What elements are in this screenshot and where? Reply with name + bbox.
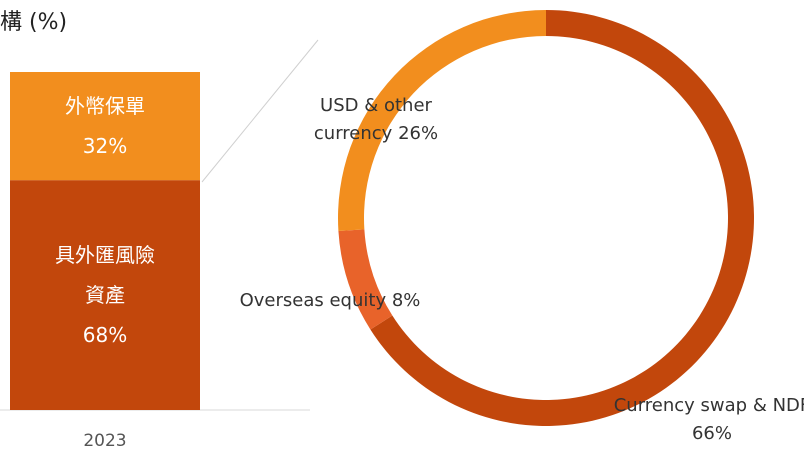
- slice-value-label: 26%: [398, 123, 439, 144]
- slice-label: Currency swap & NDF 66%: [612, 392, 804, 448]
- slice-name: USD & other currency: [313, 95, 432, 144]
- slice-label: Overseas equity 8%: [232, 287, 428, 315]
- x-tick-label: 2023: [83, 431, 127, 451]
- chart-title: 構 (%): [0, 10, 68, 35]
- slice-value-label: 8%: [391, 290, 421, 311]
- segment-value-label: 68%: [82, 323, 128, 348]
- bar-label: 外幣保單 32%: [50, 86, 160, 166]
- slice-name: Overseas equity: [239, 290, 387, 311]
- segment-value-label: 32%: [82, 134, 128, 159]
- bar-segment: [10, 72, 200, 181]
- bar-label: 具外匯風險資產 68%: [50, 235, 160, 355]
- donut-slice: [338, 229, 393, 330]
- segment-name: 外幣保單: [65, 94, 145, 119]
- slice-label: USD & other currency 26%: [296, 92, 456, 148]
- bar-segment: [10, 180, 200, 410]
- segment-name: 具外匯風險資產: [55, 243, 155, 308]
- slice-value-label: 66%: [691, 423, 732, 444]
- slice-name: Currency swap & NDF: [613, 395, 804, 416]
- connector-line: [201, 39, 319, 183]
- donut-slice: [337, 10, 546, 232]
